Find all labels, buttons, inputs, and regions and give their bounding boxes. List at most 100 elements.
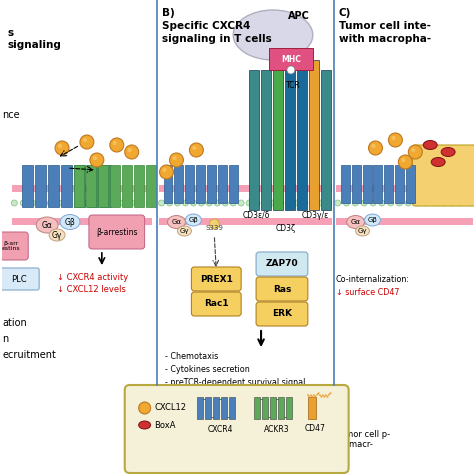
Circle shape <box>128 148 132 152</box>
Bar <box>100 165 111 207</box>
Circle shape <box>110 138 124 152</box>
Circle shape <box>278 200 284 206</box>
Ellipse shape <box>365 214 381 226</box>
Bar <box>285 55 295 210</box>
Text: Gβ: Gβ <box>189 217 198 223</box>
Circle shape <box>411 148 415 152</box>
Circle shape <box>270 200 276 206</box>
FancyBboxPatch shape <box>125 385 348 473</box>
Text: CXCL12: CXCL12 <box>155 403 187 412</box>
Text: s
signaling: s signaling <box>7 28 61 50</box>
Circle shape <box>47 200 54 206</box>
Text: Gβ: Gβ <box>368 217 377 223</box>
Circle shape <box>432 200 438 206</box>
Text: MHC: MHC <box>281 55 301 64</box>
Circle shape <box>372 144 375 148</box>
Bar <box>261 70 271 210</box>
Text: ↓ surface CD47: ↓ surface CD47 <box>336 288 399 297</box>
Text: B)
Specific CXCR4
signaling in T cells: B) Specific CXCR4 signaling in T cells <box>162 8 271 45</box>
Circle shape <box>396 200 402 206</box>
Ellipse shape <box>60 215 80 229</box>
Ellipse shape <box>177 226 191 236</box>
Circle shape <box>83 138 87 142</box>
Text: CD3ζ: CD3ζ <box>276 224 296 233</box>
Bar <box>196 165 205 203</box>
Bar <box>321 70 331 210</box>
Circle shape <box>467 200 473 206</box>
Circle shape <box>352 200 358 206</box>
Bar <box>213 397 219 419</box>
Text: Gγ: Gγ <box>52 230 62 239</box>
Text: ↓ CXCL12 levels: ↓ CXCL12 levels <box>57 285 126 294</box>
Text: PLC: PLC <box>11 274 27 283</box>
Text: Ras: Ras <box>273 284 291 293</box>
Circle shape <box>182 200 189 206</box>
Circle shape <box>190 143 203 157</box>
Text: BoxA: BoxA <box>155 420 176 429</box>
FancyBboxPatch shape <box>256 302 308 326</box>
Circle shape <box>335 200 341 206</box>
Text: - Chemotaxis: - Chemotaxis <box>164 352 218 361</box>
Text: - Cytokines secretion: - Cytokines secretion <box>164 365 249 374</box>
Circle shape <box>206 200 212 206</box>
Circle shape <box>20 200 26 206</box>
Circle shape <box>222 200 228 206</box>
Circle shape <box>449 200 456 206</box>
Ellipse shape <box>431 157 445 166</box>
Ellipse shape <box>346 216 365 228</box>
Bar <box>134 165 144 207</box>
Circle shape <box>163 168 167 172</box>
FancyBboxPatch shape <box>256 277 308 301</box>
Circle shape <box>74 200 81 206</box>
Bar <box>269 48 313 70</box>
Bar <box>221 397 227 419</box>
Circle shape <box>160 165 173 179</box>
Bar <box>229 397 235 419</box>
Bar <box>146 165 155 207</box>
Text: β-arr
estins: β-arr estins <box>2 241 20 251</box>
Circle shape <box>398 155 412 169</box>
Bar <box>363 165 372 203</box>
Circle shape <box>80 135 94 149</box>
Circle shape <box>137 200 144 206</box>
Circle shape <box>125 145 139 159</box>
Bar <box>22 165 33 207</box>
Text: CD3γ/ε: CD3γ/ε <box>301 210 328 219</box>
Bar <box>48 165 59 207</box>
Circle shape <box>210 219 219 229</box>
Text: APC: APC <box>288 11 310 21</box>
Circle shape <box>318 200 324 206</box>
Text: β-arrestins: β-arrestins <box>96 228 137 237</box>
Circle shape <box>65 200 72 206</box>
Circle shape <box>405 200 411 206</box>
Text: Gα: Gα <box>172 219 182 225</box>
FancyBboxPatch shape <box>256 252 308 276</box>
FancyBboxPatch shape <box>0 232 28 260</box>
Bar <box>98 165 108 207</box>
Bar <box>334 0 474 474</box>
Circle shape <box>83 200 90 206</box>
Circle shape <box>230 200 236 206</box>
Text: ation: ation <box>2 318 27 328</box>
Bar <box>278 397 284 419</box>
FancyBboxPatch shape <box>191 292 241 316</box>
Bar <box>156 0 334 474</box>
Circle shape <box>146 200 153 206</box>
Circle shape <box>370 200 376 206</box>
Circle shape <box>38 200 45 206</box>
Circle shape <box>159 200 164 206</box>
Bar <box>174 165 183 203</box>
Bar <box>262 397 268 419</box>
Circle shape <box>401 158 405 162</box>
Circle shape <box>326 200 332 206</box>
Circle shape <box>287 66 295 74</box>
Text: ZAP70: ZAP70 <box>265 259 298 268</box>
Circle shape <box>55 141 69 155</box>
Circle shape <box>408 145 422 159</box>
Circle shape <box>198 200 204 206</box>
Bar <box>336 185 473 192</box>
Bar <box>341 165 350 203</box>
Text: Gγ: Gγ <box>180 228 189 234</box>
Circle shape <box>344 200 349 206</box>
Bar <box>395 165 404 203</box>
